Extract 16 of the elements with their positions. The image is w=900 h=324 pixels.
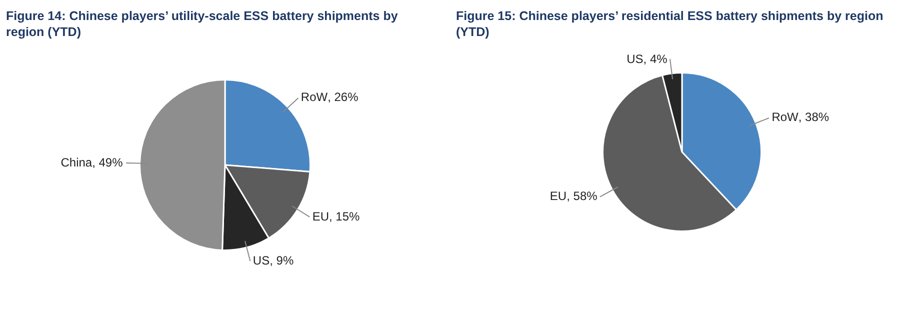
data-label: , 38%: [798, 110, 830, 124]
data-label: , 49%: [92, 156, 124, 170]
data-label: , 4%: [643, 52, 668, 66]
data-label: , 9%: [270, 253, 294, 268]
slice-label: China: [60, 156, 92, 170]
data-label: , 26%: [328, 90, 359, 104]
chart-title: Figure 14: Chinese players’ utility-scale ESS battery shipments by region (YTD): [6, 8, 399, 40]
data-label: , 15%: [329, 210, 360, 224]
chart-title: Figure 15: Chinese players’ residential ESS battery shipments by region (YTD): [456, 8, 884, 40]
slice-label: US: [252, 253, 270, 268]
slice-label: US: [626, 52, 644, 66]
slice-label: EU: [312, 210, 330, 224]
slice-label: EU: [550, 189, 567, 204]
slice-label: RoW: [772, 110, 800, 124]
data-label: , 58%: [566, 189, 598, 204]
slice-label: RoW: [300, 90, 328, 104]
